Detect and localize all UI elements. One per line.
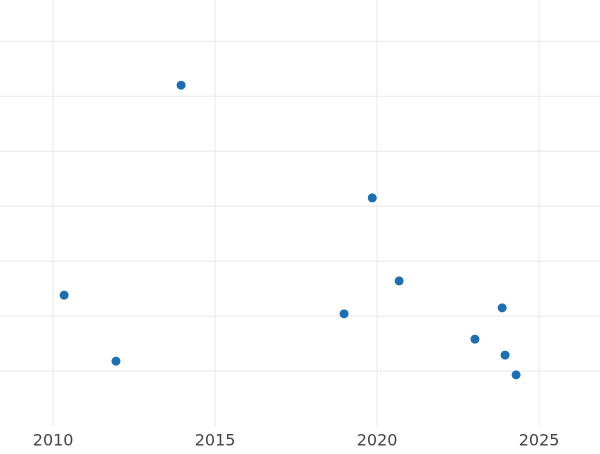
point <box>470 334 480 344</box>
x-tick-label: 2020 <box>357 431 398 450</box>
point <box>59 290 69 300</box>
point <box>497 303 507 313</box>
x-tick-label: 2015 <box>195 431 236 450</box>
point <box>394 276 404 286</box>
point <box>176 80 186 90</box>
point <box>111 356 121 366</box>
point <box>367 193 377 203</box>
point <box>511 370 521 380</box>
x-tick-label: 2025 <box>519 431 560 450</box>
x-tick-label: 2010 <box>33 431 74 450</box>
point <box>500 350 510 360</box>
point <box>339 309 349 319</box>
